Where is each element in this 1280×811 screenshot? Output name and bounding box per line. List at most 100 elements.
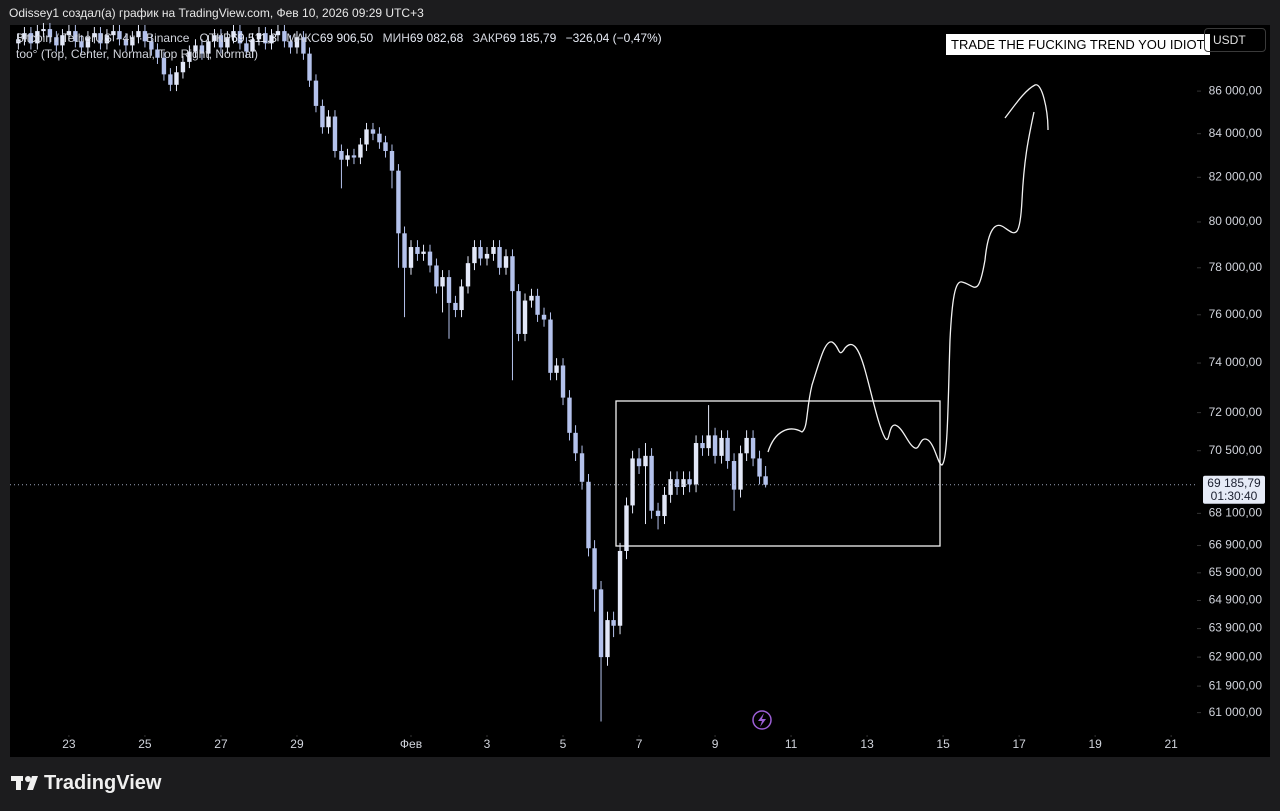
candle-body bbox=[244, 43, 249, 52]
x-tick-label: 19 bbox=[1088, 737, 1102, 751]
candle-body bbox=[408, 247, 414, 268]
logo-part bbox=[25, 776, 31, 782]
x-tick-label: 11 bbox=[785, 737, 798, 751]
candle-body bbox=[617, 550, 623, 626]
y-tick-label: 64 900,00 bbox=[1209, 593, 1263, 607]
x-tick-label: 7 bbox=[636, 737, 643, 751]
candle-body bbox=[104, 35, 110, 44]
last-price-label: 69 185,79 bbox=[1207, 476, 1261, 490]
ohlc-label: ЗАКР bbox=[472, 31, 503, 45]
candle-body bbox=[41, 29, 46, 32]
y-tick-label: 84 000,00 bbox=[1209, 126, 1263, 140]
candle-body bbox=[592, 548, 597, 590]
y-tick-label: 78 000,00 bbox=[1209, 260, 1263, 274]
candle-body bbox=[155, 49, 160, 58]
candle-body bbox=[567, 397, 572, 433]
candle-body bbox=[193, 45, 198, 52]
candle-body bbox=[123, 39, 129, 46]
candle-body bbox=[491, 247, 496, 254]
candle-body bbox=[149, 41, 154, 50]
candle-body bbox=[757, 458, 762, 477]
candle-body bbox=[168, 74, 173, 85]
candle-body bbox=[345, 155, 350, 160]
candle-body bbox=[643, 455, 648, 467]
legend: Bitcoin / TetherUS · 4ч · Binance ОТКР69… bbox=[16, 31, 662, 45]
page-header: Odissey1 создал(а) график на TradingView… bbox=[9, 6, 424, 20]
candle-body bbox=[402, 233, 407, 268]
candle-body bbox=[22, 33, 27, 40]
y-tick-label: 62 900,00 bbox=[1209, 649, 1263, 663]
candle-body bbox=[611, 620, 616, 626]
candle-body bbox=[731, 461, 737, 490]
candle-body bbox=[421, 251, 426, 254]
candle-body bbox=[662, 494, 667, 517]
candle-body bbox=[383, 142, 388, 152]
candle-body bbox=[364, 129, 369, 145]
y-tick-label: 72 000,00 bbox=[1209, 405, 1263, 419]
candle-body bbox=[389, 151, 395, 171]
candle-body bbox=[750, 437, 756, 459]
footer-logo: TradingView bbox=[44, 772, 162, 794]
candle-body bbox=[28, 33, 34, 44]
candle-body bbox=[288, 41, 293, 48]
candle-body bbox=[263, 33, 268, 44]
change: −326,04 (−0,47%) bbox=[565, 31, 662, 45]
x-tick-label: 9 bbox=[712, 737, 719, 751]
candle-body bbox=[465, 263, 471, 287]
candle-body bbox=[440, 277, 445, 287]
y-tick-label: 80 000,00 bbox=[1209, 214, 1263, 228]
x-tick-label: 23 bbox=[62, 737, 76, 751]
candle-body bbox=[573, 432, 578, 454]
x-tick-label: 15 bbox=[936, 737, 950, 751]
candle-body bbox=[16, 39, 21, 44]
drawn-forecast bbox=[767, 84, 1049, 466]
candle-body bbox=[92, 33, 97, 38]
ohlc-value: 69 906,50 bbox=[319, 31, 374, 45]
candle-body bbox=[478, 247, 483, 259]
candle-body bbox=[358, 144, 363, 158]
candle-body bbox=[554, 365, 559, 373]
y-tick-label: 63 900,00 bbox=[1209, 621, 1263, 635]
candle-body bbox=[237, 31, 243, 44]
candles bbox=[16, 22, 768, 722]
candle-body bbox=[73, 31, 78, 42]
lightning-icon[interactable] bbox=[752, 710, 772, 730]
candle-body bbox=[111, 31, 116, 36]
y-tick-label: 70 500,00 bbox=[1209, 443, 1263, 457]
candle-body bbox=[66, 31, 72, 36]
x-tick-label: 13 bbox=[860, 737, 874, 751]
x-tick-label: 29 bbox=[290, 737, 304, 751]
ohlc-label: МАКС bbox=[286, 31, 320, 45]
candle-body bbox=[79, 41, 84, 48]
candle-body bbox=[649, 455, 654, 511]
countdown: 01:30:40 bbox=[1211, 489, 1258, 503]
y-tick-label: 86 000,00 bbox=[1209, 83, 1263, 97]
candle-body bbox=[326, 116, 331, 128]
candle-body bbox=[256, 33, 262, 40]
candle-body bbox=[427, 251, 433, 266]
candle-body bbox=[199, 45, 205, 54]
candle-body bbox=[586, 481, 591, 549]
x-tick-label: Фев bbox=[400, 737, 422, 751]
candle-body bbox=[598, 589, 604, 658]
y-tick-label: 61 900,00 bbox=[1209, 678, 1263, 692]
candle-body bbox=[142, 31, 148, 42]
ohlc-value: 69 082,68 bbox=[409, 31, 464, 45]
candle-body bbox=[630, 458, 635, 506]
candle-body bbox=[275, 31, 281, 36]
symbol: Bitcoin / TetherUS · 4ч · Binance bbox=[16, 31, 190, 45]
candle-body bbox=[541, 314, 547, 320]
logo-part bbox=[16, 776, 21, 790]
candle-body bbox=[560, 365, 566, 398]
x-tick-label: 3 bbox=[484, 737, 491, 751]
candle-body bbox=[351, 155, 357, 158]
currency-button[interactable]: USDT bbox=[1204, 28, 1266, 52]
candle-body bbox=[725, 437, 730, 462]
y-tick-label: 82 000,00 bbox=[1209, 169, 1263, 183]
candle-body bbox=[85, 37, 91, 48]
candle-body bbox=[98, 33, 103, 44]
candle-body bbox=[161, 57, 167, 75]
candle-body bbox=[744, 437, 749, 454]
indicator: too° (Top, Center, Normal, Top Right, No… bbox=[16, 47, 259, 61]
candle-body bbox=[206, 41, 211, 54]
